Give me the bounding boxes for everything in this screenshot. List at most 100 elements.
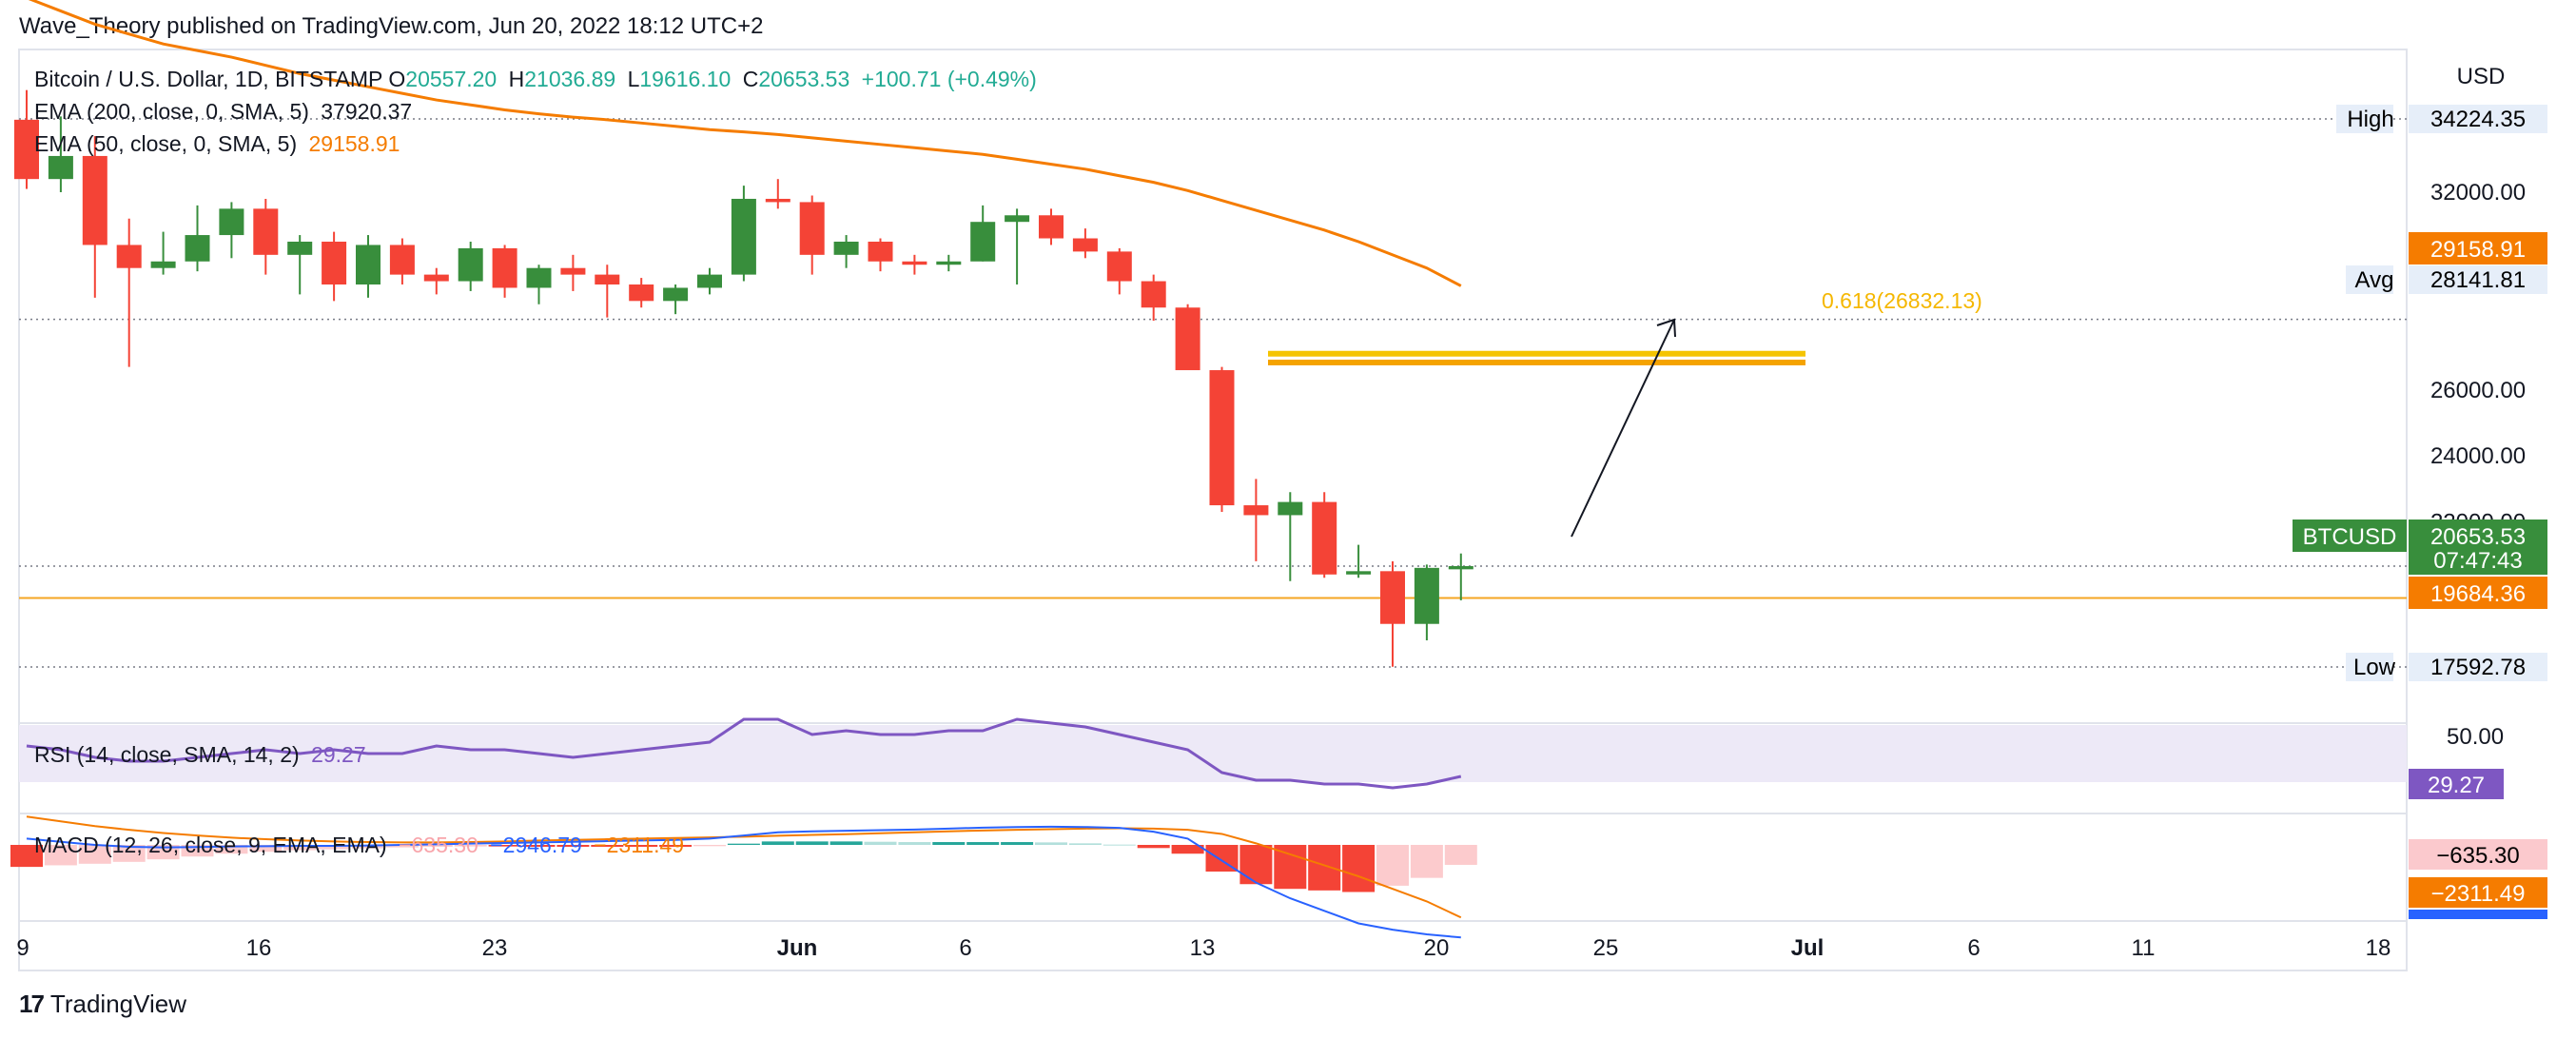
time-label: 20 xyxy=(1424,935,1450,961)
close-label: C xyxy=(742,67,759,91)
macd-hist-bar xyxy=(1068,843,1102,845)
macd-hist-bar xyxy=(898,842,931,845)
candle-body xyxy=(663,287,689,302)
candle-body xyxy=(595,274,620,285)
macd-hist-bar xyxy=(966,842,1000,845)
macd-hist-bar xyxy=(591,845,624,847)
macd-hist-bar xyxy=(1274,845,1307,890)
macd-hist-bar xyxy=(1239,845,1273,885)
candle-body xyxy=(1209,370,1235,506)
candle-body xyxy=(1346,571,1372,575)
macd-hist-bar xyxy=(249,845,283,853)
svg-text:20653.53: 20653.53 xyxy=(2430,524,2526,550)
macd-hist-bar xyxy=(112,845,146,862)
candle-body xyxy=(629,284,654,302)
candle-body xyxy=(1312,501,1337,575)
candle-body xyxy=(150,261,176,268)
macd-hist-bar xyxy=(1171,845,1204,854)
time-label: 25 xyxy=(1593,935,1619,961)
macd-hist-bar xyxy=(1137,845,1170,849)
candle-body xyxy=(14,119,39,180)
macd-label: MACD (12, 26, close, 9, EMA, EMA) xyxy=(34,833,387,857)
rsi-tag: 29.27 xyxy=(2409,769,2504,799)
candle-body xyxy=(356,245,381,285)
ema50-line xyxy=(28,0,1462,287)
ohlc-legend: Bitcoin / U.S. Dollar, 1D, BITSTAMP O2055… xyxy=(34,67,1043,92)
macd-hist-bar xyxy=(864,841,897,845)
candle-body xyxy=(219,208,244,236)
macd-line-value: −2946.79 xyxy=(490,833,582,857)
macd-signal-value: −2311.49 xyxy=(594,833,685,857)
macd-hist-bar xyxy=(1376,845,1409,886)
candle-body xyxy=(1278,501,1303,516)
candle-body xyxy=(560,267,586,275)
candle-body xyxy=(389,245,415,275)
macd-hist-bar xyxy=(420,845,453,847)
time-label: 9 xyxy=(16,935,29,961)
macd-hist-bar xyxy=(10,845,43,868)
macd-legend: MACD (12, 26, close, 9, EMA, EMA) −635.3… xyxy=(34,833,690,858)
rsi-legend: RSI (14, close, SMA, 14, 2) 29.27 xyxy=(34,742,372,768)
macd-hist-bar xyxy=(761,841,794,845)
high-label: H xyxy=(508,67,525,91)
high-value: 21036.89 xyxy=(524,67,616,91)
macd-signal-tag: −2311.49 xyxy=(2409,877,2547,919)
publish-info: Wave_Theory published on TradingView.com… xyxy=(19,13,764,39)
macd-hist-tag: −635.30 xyxy=(2409,839,2547,870)
ema50-value: 29158.91 xyxy=(308,131,400,156)
price-pane xyxy=(14,0,2407,668)
btcusd-tag: BTCUSD 20653.53 07:47:43 xyxy=(2293,520,2547,575)
macd-hist-bar xyxy=(44,845,77,866)
tradingview-logo[interactable]: 17 TradingView xyxy=(19,990,186,1019)
rsi-value: 29.27 xyxy=(311,742,366,767)
macd-hist-bar xyxy=(727,843,760,845)
macd-hist-bar xyxy=(1035,842,1067,845)
fib-label: 0.618(26832.13) xyxy=(1822,288,1982,313)
candle-body xyxy=(287,241,313,255)
svg-text:−635.30: −635.30 xyxy=(2436,843,2519,869)
candle-body xyxy=(765,198,790,203)
candle-body xyxy=(185,235,210,262)
svg-text:17592.78: 17592.78 xyxy=(2430,655,2526,680)
macd-hist-bar xyxy=(1342,845,1376,892)
time-label: 6 xyxy=(959,935,971,961)
macd-hist-bar xyxy=(283,845,317,851)
time-label: 13 xyxy=(1190,935,1216,961)
macd-hist-bar xyxy=(78,845,111,864)
candle-body xyxy=(1141,281,1166,308)
macd-line xyxy=(26,825,1461,939)
avg-tag: Avg 28141.81 xyxy=(2346,265,2547,294)
macd-line-tag-edge xyxy=(2409,910,2547,919)
macd-signal-line xyxy=(26,815,1462,919)
candle-body xyxy=(492,247,517,288)
svg-text:29158.91: 29158.91 xyxy=(2430,237,2526,263)
svg-text:07:47:43: 07:47:43 xyxy=(2433,548,2522,574)
macd-hist-bar xyxy=(318,845,351,850)
projection-arrowhead xyxy=(1656,318,1676,338)
symbol-label: Bitcoin / U.S. Dollar, 1D, BITSTAMP xyxy=(34,67,383,91)
low-label: L xyxy=(627,67,640,91)
candle-body xyxy=(1106,251,1132,282)
projection-arrow[interactable] xyxy=(1571,319,1675,538)
rsi-pane xyxy=(26,717,1462,790)
candle-body xyxy=(1005,215,1030,223)
time-label: Jul xyxy=(1791,935,1825,961)
tv-logo-icon: 17 xyxy=(19,990,45,1018)
candle-body xyxy=(322,241,347,285)
macd-hist-bar xyxy=(522,845,556,847)
candle-body xyxy=(116,245,142,268)
macd-hist-bar xyxy=(1001,842,1034,845)
candle-body xyxy=(833,241,859,255)
svg-text:34224.35: 34224.35 xyxy=(2430,107,2526,132)
ema200-legend: EMA (200, close, 0, SMA, 5) 37920.37 xyxy=(34,99,418,125)
macd-hist-bar xyxy=(693,845,726,847)
open-label: O xyxy=(388,67,406,91)
macd-hist-bar xyxy=(352,845,384,849)
ema50-tag: 29158.91 xyxy=(2409,232,2547,265)
candle-body xyxy=(1175,307,1200,371)
svg-text:BTCUSD: BTCUSD xyxy=(2303,524,2397,550)
macd-hist-bar xyxy=(556,845,590,847)
time-label: 16 xyxy=(246,935,272,961)
macd-pane xyxy=(10,815,1477,939)
